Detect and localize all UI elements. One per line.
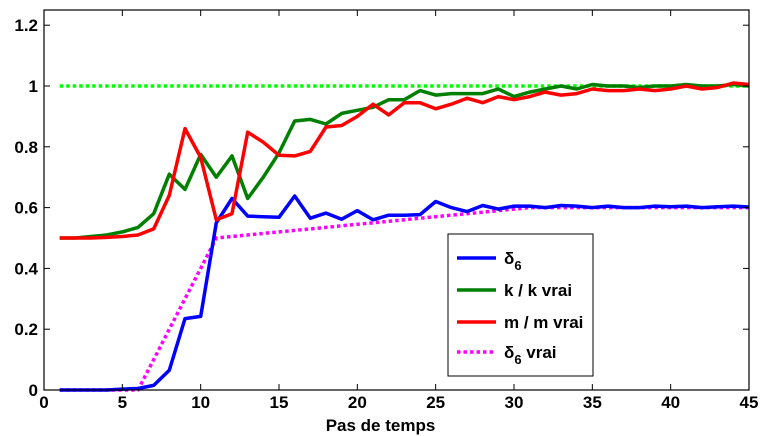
series-layer	[59, 81, 750, 392]
legend-label: k / k vrai	[504, 281, 572, 300]
y-tick-label: 0.6	[14, 199, 38, 218]
y-tick-label: 1.2	[14, 16, 38, 35]
x-tick-label: 35	[583, 393, 602, 412]
series-line-3	[59, 205, 749, 392]
x-tick-label: 40	[661, 393, 680, 412]
x-tick-label: 45	[740, 393, 759, 412]
x-tick-label: 20	[348, 393, 367, 412]
x-tick-label: 30	[505, 393, 524, 412]
x-tick-label: 0	[39, 393, 48, 412]
x-tick-label: 25	[426, 393, 445, 412]
plot-frame	[43, 9, 750, 391]
y-tick-label: 0	[29, 381, 38, 400]
x-tick-label: 5	[118, 393, 127, 412]
legend: δ6 k / k vrai m / m vrai δ6 vrai	[447, 233, 594, 377]
y-tick-label: 0.8	[14, 138, 38, 157]
x-tick-label: 10	[191, 393, 210, 412]
series-line-0	[59, 194, 750, 392]
legend-label: δ6	[504, 249, 522, 273]
series-line-2	[59, 81, 750, 240]
legend-label: m / m vrai	[504, 313, 583, 332]
y-tick-label: 0.2	[14, 320, 38, 339]
y-tick-label: 0.4	[14, 259, 38, 278]
y-tick-label: 1	[29, 77, 38, 96]
x-axis-label: Pas de temps	[326, 416, 436, 435]
x-tick-label: 15	[270, 393, 289, 412]
legend-label: δ6 vrai	[504, 343, 557, 367]
ticks-layer: 0 5 10 15 20 25 30 35 40 45 0 0.2 0.4 0.6 0.8 1 1.2	[14, 10, 758, 412]
